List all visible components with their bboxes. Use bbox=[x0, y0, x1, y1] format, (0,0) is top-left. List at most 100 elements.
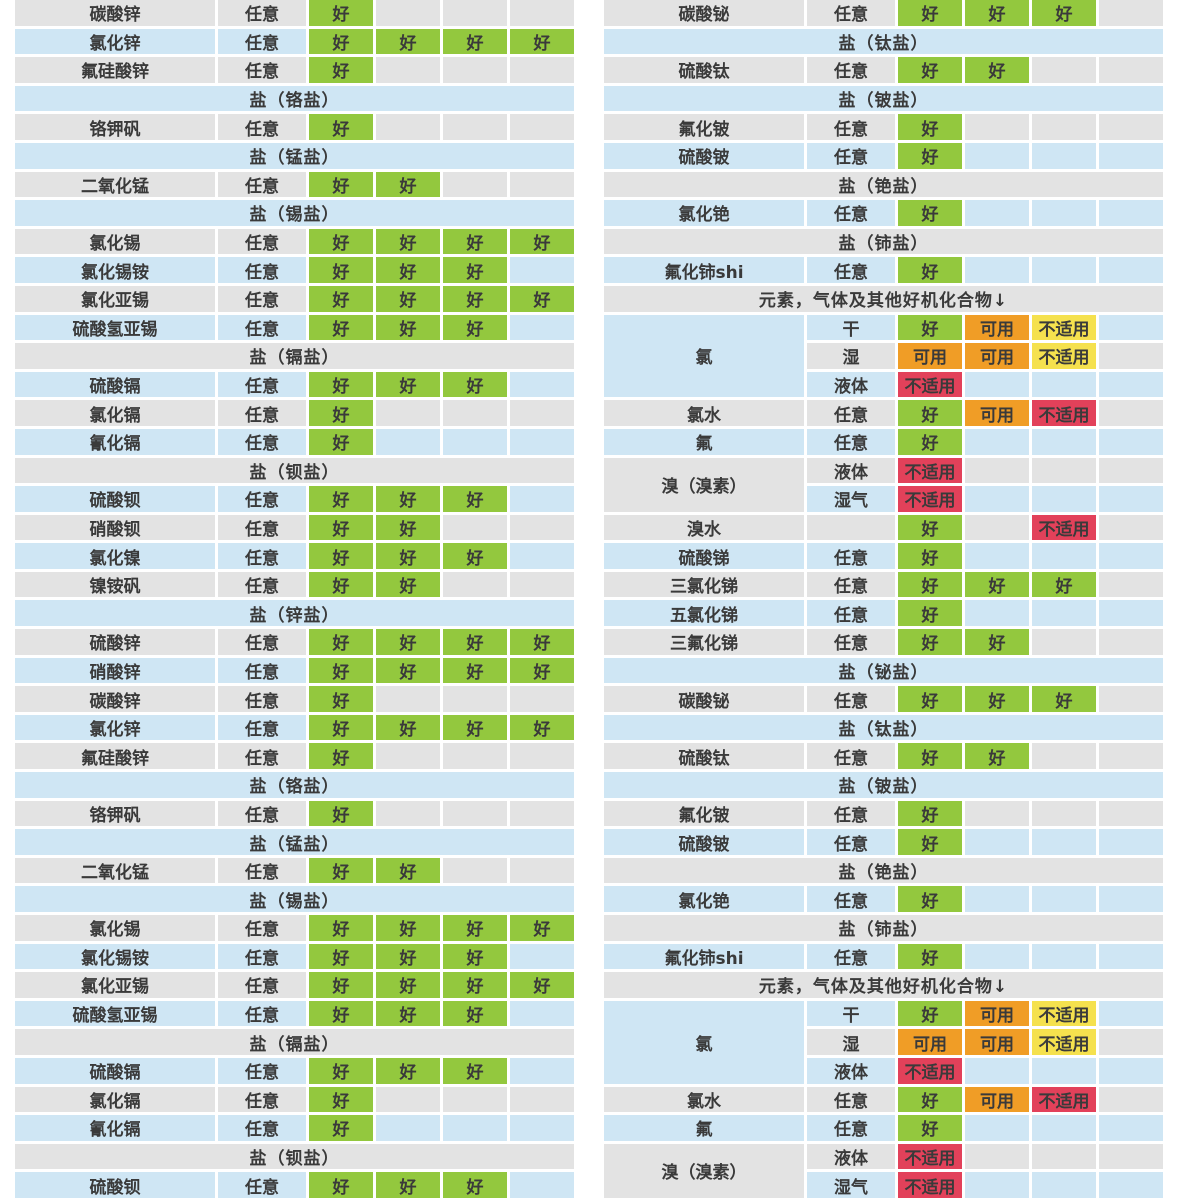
group-sub-row: 湿可用 可用 不适用 bbox=[604, 1029, 1163, 1055]
rating-cell: 好 bbox=[309, 1057, 373, 1084]
chemical-row: 硝酸锌 任意好好好好 bbox=[15, 657, 574, 684]
rating-cell: 好 bbox=[309, 514, 373, 541]
empty-rating-cell bbox=[510, 400, 574, 426]
rating-cell: 好 bbox=[376, 1057, 440, 1084]
chemical-row: 硫酸钛 任意好好 bbox=[604, 743, 1163, 770]
rating-cell: 好 bbox=[443, 257, 507, 283]
empty-rating-cell bbox=[1099, 486, 1163, 512]
rating-cell: 好 bbox=[898, 543, 962, 569]
rating-cell: 好 bbox=[510, 28, 574, 55]
section-header-cell: 盐（铋盐） bbox=[604, 657, 1163, 684]
rating-cell: 好 bbox=[965, 686, 1029, 712]
empty-rating-cell bbox=[510, 857, 574, 884]
condition-cell: 任意 bbox=[218, 371, 306, 398]
rating-cell: 好 bbox=[309, 571, 373, 598]
rating-cell: 好 bbox=[898, 600, 962, 627]
section-header-row: 盐（锰盐） bbox=[15, 142, 574, 169]
condition-cell: 任意 bbox=[218, 543, 306, 569]
chemical-row: 氟硅酸锌 任意好 bbox=[15, 57, 574, 83]
condition-cell: 任意 bbox=[218, 257, 306, 283]
chemical-name-cell: 氯化铯 bbox=[604, 200, 804, 226]
condition-cell: 任意 bbox=[218, 428, 306, 455]
rating-cell: 不适用 bbox=[898, 1172, 962, 1198]
section-header-row: 盐（锡盐） bbox=[15, 200, 574, 226]
empty-rating-cell bbox=[510, 686, 574, 712]
chemical-name-cell: 氟 bbox=[604, 1115, 804, 1141]
condition-cell: 任意 bbox=[807, 686, 895, 712]
chemical-name-cell: 氟硅酸锌 bbox=[15, 743, 215, 770]
empty-rating-cell bbox=[1099, 457, 1163, 484]
empty-rating-cell bbox=[510, 543, 574, 569]
chemical-name-cell: 硫酸钛 bbox=[604, 743, 804, 770]
empty-rating-cell bbox=[1032, 829, 1096, 855]
empty-rating-cell bbox=[510, 257, 574, 283]
group-sub-row: 湿可用 可用 不适用 bbox=[604, 343, 1163, 369]
chemical-row: 氟化铍 任意好 bbox=[604, 800, 1163, 827]
rating-cell: 好 bbox=[898, 400, 962, 426]
section-header-row: 盐（铍盐） bbox=[604, 772, 1163, 798]
rating-cell: 好 bbox=[898, 886, 962, 912]
condition-cell: 任意 bbox=[218, 972, 306, 998]
condition-cell: 湿气 bbox=[807, 486, 895, 512]
empty-rating-cell bbox=[510, 1115, 574, 1141]
empty-rating-cell bbox=[965, 800, 1029, 827]
rating-cell: 好 bbox=[443, 915, 507, 941]
condition-cell: 任意 bbox=[218, 1000, 306, 1027]
rating-cell: 好 bbox=[965, 629, 1029, 655]
group-sub-row: 氯干好可用 不适用 bbox=[604, 1000, 1163, 1084]
rating-cell: 好 bbox=[376, 228, 440, 255]
section-header-row: 盐（铋盐） bbox=[604, 657, 1163, 684]
section-header-cell: 盐（铬盐） bbox=[15, 772, 574, 798]
empty-rating-cell bbox=[1099, 114, 1163, 140]
rating-cell: 好 bbox=[443, 657, 507, 684]
empty-rating-cell bbox=[1032, 57, 1096, 83]
condition-cell: 湿气 bbox=[807, 1172, 895, 1198]
rating-cell: 好 bbox=[1032, 686, 1096, 712]
empty-rating-cell bbox=[1099, 1115, 1163, 1141]
rating-cell: 好 bbox=[443, 28, 507, 55]
rating-cell: 好 bbox=[376, 371, 440, 398]
condition-cell: 任意 bbox=[218, 171, 306, 198]
rating-cell: 好 bbox=[376, 629, 440, 655]
chemical-name-cell: 氯化锡铵 bbox=[15, 257, 215, 283]
chemical-row: 硫酸钡 任意好好好 bbox=[15, 486, 574, 512]
empty-rating-cell bbox=[965, 428, 1029, 455]
rating-cell: 好 bbox=[309, 428, 373, 455]
rating-cell: 不适用 bbox=[1032, 1000, 1096, 1027]
chemical-row: 三氯化锑 任意好好好 bbox=[604, 571, 1163, 598]
condition-cell: 任意 bbox=[218, 571, 306, 598]
empty-rating-cell bbox=[510, 943, 574, 970]
chemical-name-cell: 铬钾矾 bbox=[15, 800, 215, 827]
empty-rating-cell bbox=[443, 514, 507, 541]
chemical-row: 氯化锌 任意好好好好 bbox=[15, 28, 574, 55]
condition-cell: 任意 bbox=[807, 57, 895, 83]
empty-rating-cell bbox=[965, 1172, 1029, 1198]
condition-cell: 液体 bbox=[807, 371, 895, 398]
empty-rating-cell bbox=[443, 428, 507, 455]
empty-rating-cell bbox=[965, 943, 1029, 970]
rating-cell: 不适用 bbox=[1032, 314, 1096, 341]
rating-cell: 好 bbox=[309, 1000, 373, 1027]
chemical-name-cell: 氯化亚锡 bbox=[15, 972, 215, 998]
empty-rating-cell bbox=[965, 371, 1029, 398]
empty-rating-cell bbox=[443, 114, 507, 140]
section-header-cell: 盐（钡盐） bbox=[15, 1143, 574, 1170]
rating-cell: 好 bbox=[510, 629, 574, 655]
rating-cell: 可用 bbox=[898, 343, 962, 369]
group-name-cell: 氯 bbox=[604, 314, 804, 398]
section-header-cell: 盐（镉盐） bbox=[15, 1029, 574, 1055]
chemical-row: 碳酸铋 任意好好好 bbox=[604, 686, 1163, 712]
empty-rating-cell bbox=[376, 114, 440, 140]
condition-cell: 任意 bbox=[807, 1115, 895, 1141]
empty-rating-cell bbox=[1032, 486, 1096, 512]
rating-cell: 好 bbox=[898, 257, 962, 283]
chemical-row: 硝酸钡 任意好好 bbox=[15, 514, 574, 541]
rating-cell: 好 bbox=[309, 943, 373, 970]
empty-rating-cell bbox=[510, 114, 574, 140]
chemical-row: 氟任意好 bbox=[604, 428, 1163, 455]
chemical-row: 氯化镉 任意好 bbox=[15, 1086, 574, 1113]
rating-cell: 好 bbox=[898, 114, 962, 140]
chemical-row: 硫酸锑 任意好 bbox=[604, 543, 1163, 569]
empty-rating-cell bbox=[1099, 257, 1163, 283]
rating-cell: 好 bbox=[376, 657, 440, 684]
